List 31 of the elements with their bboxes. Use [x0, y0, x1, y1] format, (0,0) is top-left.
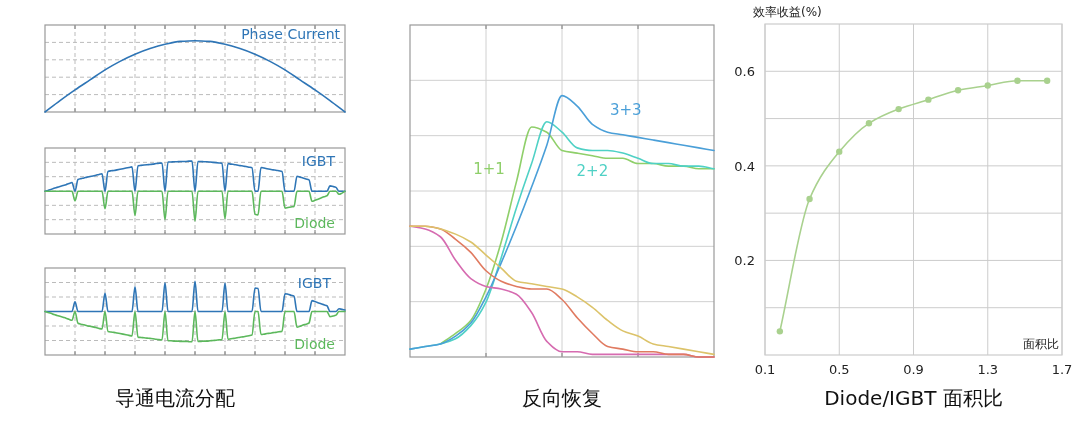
point — [865, 120, 873, 127]
text: Diode/IGBT 面积比 — [824, 386, 1003, 410]
y-axis-title: 效率收益(%) — [753, 5, 822, 19]
x-axis-title: 面积比 — [1023, 337, 1059, 351]
x-tick-label: 0.5 — [828, 362, 850, 377]
x-tick-label: 0.1 — [754, 362, 776, 377]
point — [776, 328, 784, 335]
point — [1043, 77, 1051, 84]
series-label: IGBT — [301, 153, 336, 169]
point — [1014, 77, 1021, 84]
x-tick-label: 0.9 — [903, 362, 924, 377]
point — [954, 87, 962, 94]
text: 反向恢复 — [522, 386, 602, 410]
point — [806, 195, 813, 203]
point — [836, 148, 843, 155]
y-tick-label: 0.4 — [734, 158, 755, 174]
y-tick-label: 0.2 — [734, 253, 755, 269]
y-tick-label: 0.6 — [734, 64, 755, 80]
x-tick-label: 1.3 — [977, 362, 999, 377]
point — [895, 105, 902, 113]
series-label: Diode — [294, 336, 335, 352]
series-label: 2+2 — [576, 162, 609, 181]
series-label: Phase Current — [241, 26, 341, 42]
text: 导通电流分配 — [115, 386, 235, 410]
x-tick-label: 1.7 — [1051, 362, 1073, 377]
point — [984, 82, 991, 89]
series-label: Diode — [294, 215, 335, 231]
series-label: IGBT — [297, 275, 332, 291]
point — [925, 96, 932, 103]
series-label: 1+1 — [473, 160, 505, 179]
series-label: 3+3 — [610, 100, 642, 119]
